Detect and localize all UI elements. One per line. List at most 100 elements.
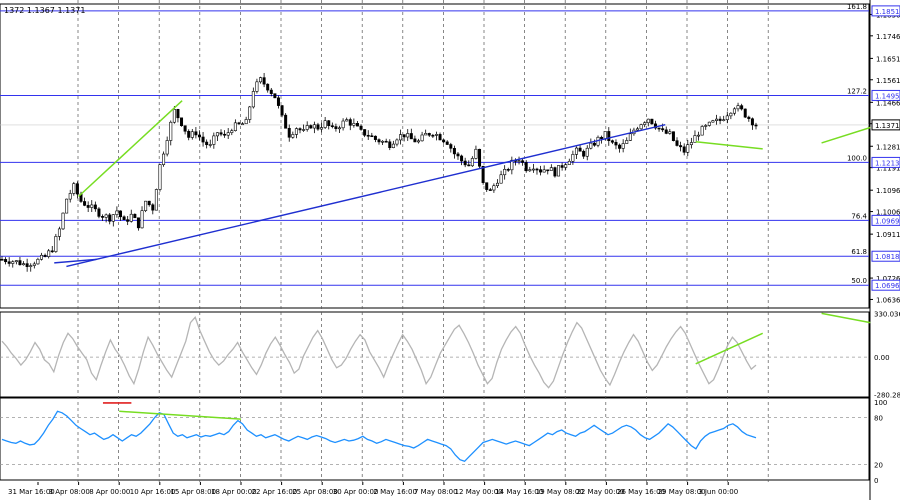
time-tick-label: 8 Apr 00:00: [89, 488, 130, 496]
candle-body: [341, 120, 345, 129]
candle-body: [603, 131, 607, 140]
rsi-tick-label: 20: [874, 461, 883, 469]
candle-body: [327, 120, 331, 127]
candle-body: [233, 122, 237, 131]
candle-body: [323, 120, 327, 128]
candle-body: [528, 169, 532, 172]
candle-body: [205, 141, 209, 146]
candle-body: [650, 118, 654, 125]
candle-body: [618, 144, 622, 149]
candle-body: [564, 164, 568, 168]
candle-body: [36, 258, 40, 265]
fib-price-label: 1.1495: [875, 92, 900, 100]
ohlc-header: 1372 1.1367 1.1371: [4, 6, 85, 15]
candle-body: [546, 169, 550, 172]
candle-body: [381, 140, 385, 143]
candle-body: [338, 127, 342, 130]
candle-body: [294, 128, 298, 135]
trendline: [66, 123, 666, 268]
divergence-line: [78, 100, 183, 197]
candle-body: [22, 263, 26, 266]
cci-tick-label: -280.2845: [874, 391, 900, 399]
candle-body: [25, 263, 29, 267]
candle-body: [704, 125, 708, 127]
candle-body: [557, 165, 561, 177]
fib-price-label: 1.1851: [875, 8, 900, 16]
candle-body: [43, 254, 47, 257]
candle-body: [359, 125, 363, 130]
fib-price-box: [871, 5, 900, 17]
time-tick-label: 3 Apr 08:00: [49, 488, 90, 496]
candle-body: [370, 135, 374, 138]
candle-body: [194, 131, 198, 136]
price-tick-label: 1.1466: [876, 99, 900, 107]
time-tick-label: 7 May 08:00: [414, 488, 458, 496]
candle-body: [592, 142, 596, 146]
price-tick-label: 1.1746: [876, 33, 900, 41]
candle-body: [83, 201, 87, 206]
candle-body: [657, 127, 661, 130]
candle-body: [661, 128, 665, 131]
candle-body: [395, 139, 399, 145]
candle-body: [560, 165, 564, 168]
candle-body: [732, 108, 736, 114]
fib-price-label: 1.0818: [875, 253, 900, 261]
candle-body: [140, 210, 144, 229]
lines-layer: 161.8 127.2 100.0 76.4 61.8 50.0: [0, 3, 869, 463]
candle-body: [671, 131, 675, 141]
candle-body: [57, 228, 61, 237]
candle-body: [524, 162, 528, 172]
candle-body: [219, 132, 223, 135]
time-tick-label: 25 Apr 08:00: [292, 488, 338, 496]
candle-body: [406, 133, 410, 138]
candle-body: [230, 130, 234, 133]
cci-tick-label: 0.00: [874, 354, 890, 362]
candle-body: [535, 168, 539, 171]
candle-body: [625, 140, 629, 144]
candle-body: [237, 122, 241, 125]
candle-body: [266, 83, 270, 91]
candle-body: [154, 189, 158, 211]
candle-body: [101, 216, 105, 218]
current-price-label: 1.1371: [875, 122, 900, 130]
candle-body: [47, 250, 51, 257]
candle-body: [273, 93, 277, 99]
candle-body: [255, 81, 259, 92]
candle-body: [291, 134, 295, 138]
candle-body: [718, 118, 722, 121]
candle-body: [664, 129, 668, 134]
candle-body: [118, 210, 122, 218]
candle-body: [689, 142, 693, 146]
candle-body: [373, 135, 377, 140]
fib-price-box: [871, 214, 900, 226]
rsi-tick-label: 0: [874, 477, 878, 485]
candle-body: [68, 193, 72, 200]
candle-body: [133, 213, 137, 219]
candle-body: [316, 124, 320, 130]
fib-level-label: 100.0: [847, 154, 867, 162]
candle-body: [180, 117, 184, 127]
fib-price-label: 1.0696: [875, 282, 900, 290]
candle-body: [259, 77, 263, 83]
time-tick-label: 26 May 16:00: [617, 488, 665, 496]
candle-body: [456, 153, 460, 157]
candle-body: [711, 120, 715, 123]
candle-body: [97, 208, 101, 217]
price-tick-label: 1.1096: [876, 187, 900, 195]
time-tick-label: 15 Apr 08:00: [170, 488, 216, 496]
candle-body: [725, 115, 729, 120]
candle-body: [366, 134, 370, 137]
candle-body: [571, 154, 575, 162]
candle-body: [539, 169, 543, 173]
candle-body: [212, 135, 216, 145]
candle-body: [14, 260, 18, 263]
candle-body: [18, 260, 22, 266]
candle-body: [108, 214, 112, 222]
candle-body: [628, 133, 632, 141]
fib-price-label: 1.1213: [875, 159, 900, 167]
candle-body: [4, 259, 8, 263]
candle-body: [639, 124, 643, 130]
candle-body: [7, 261, 11, 264]
candle-body: [201, 136, 205, 143]
